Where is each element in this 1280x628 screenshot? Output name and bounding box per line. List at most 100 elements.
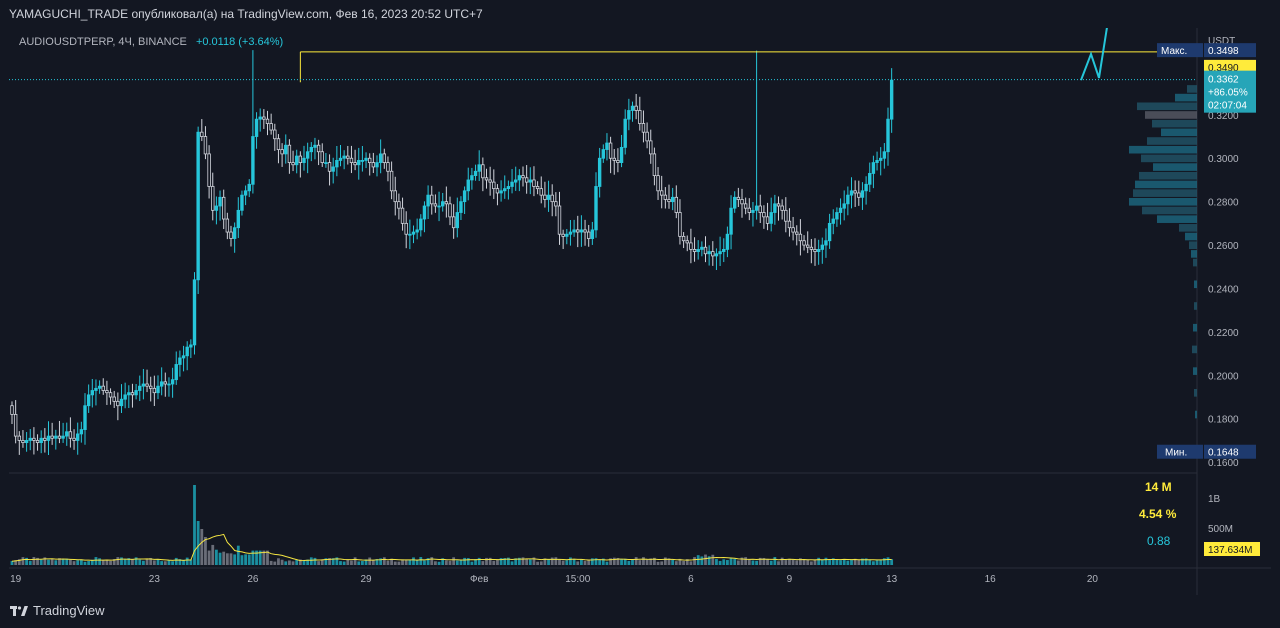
volume-bar [444, 560, 448, 565]
candle-down [645, 131, 649, 142]
candle-up [196, 131, 200, 281]
candle-up [83, 405, 87, 430]
y-tick-label: 0.3200 [1208, 111, 1239, 122]
volume-bar [463, 557, 466, 565]
x-tick-label: 20 [1087, 574, 1099, 585]
candle-down [853, 190, 857, 194]
max-badge-bg [1157, 43, 1203, 58]
volume-bar [328, 558, 331, 565]
volume-bar [839, 560, 842, 565]
volume-bar [809, 561, 813, 565]
candle-up [54, 435, 58, 439]
candle-up [627, 110, 631, 120]
candle-down [576, 229, 580, 233]
candle-up [309, 146, 313, 153]
volume-bar [339, 561, 342, 565]
volume-bar [335, 557, 339, 565]
candle-down [200, 131, 204, 137]
volume-bar [711, 554, 715, 565]
y-tick-label: 0.3000 [1208, 154, 1239, 165]
volume-bar [79, 559, 83, 565]
indicator-value-1: 14 M [1145, 480, 1172, 494]
volume-bar [109, 560, 112, 565]
candle-down [273, 129, 277, 140]
volume-bar [616, 557, 620, 565]
candle-down [298, 155, 303, 163]
candle-down [795, 231, 799, 235]
volume-bar [54, 560, 58, 565]
volume-bar [634, 557, 638, 565]
volume-bar [76, 560, 80, 565]
candle-up [729, 207, 733, 235]
candle-up [159, 381, 164, 387]
min-badge-bg [1157, 444, 1203, 459]
candle-up [192, 279, 197, 346]
volume-bar [134, 557, 138, 565]
footer: TradingView [0, 596, 1280, 628]
candle-down [521, 175, 525, 179]
volume-bar [94, 557, 98, 565]
volume-bar [291, 561, 295, 565]
volume-bar [404, 559, 408, 565]
volume-bar [306, 559, 310, 565]
x-tick-label: 6 [688, 574, 694, 585]
candle-up [459, 201, 463, 213]
volume-bar [251, 550, 255, 565]
candle-up [718, 251, 722, 255]
volume-bar [722, 559, 726, 565]
volume-bar [813, 559, 817, 565]
candle-up [670, 196, 675, 203]
x-tick-label: 15:00 [565, 574, 590, 585]
candle-up [167, 383, 171, 386]
candle-up [408, 233, 412, 236]
candle-down [484, 177, 489, 181]
volume-bar [736, 560, 740, 565]
candle-down [736, 196, 741, 200]
volume-bar [390, 558, 393, 565]
candle-up [528, 179, 532, 183]
y-tick-label: 0.2800 [1208, 198, 1239, 209]
candle-down [269, 123, 273, 131]
volume-bar [828, 559, 831, 565]
volume-bar [554, 557, 558, 565]
volume-bar [47, 559, 50, 565]
candle-up [76, 433, 80, 441]
candle-up [879, 157, 883, 161]
volume-bar [364, 559, 368, 565]
volume-bar [755, 560, 758, 565]
volume-bar [50, 558, 54, 565]
candle-down [532, 179, 536, 187]
candle-up [156, 385, 160, 394]
volume-bar [189, 559, 193, 565]
candlestick-chart[interactable]: USDT 0.1600 0.1800 0.2000 0.2200 0.2400 0.2600… [9, 0, 1271, 595]
volume-profile-bar [1193, 258, 1197, 267]
candle-up [696, 249, 700, 252]
candle-up [868, 173, 872, 185]
volume-bar [850, 559, 853, 565]
candle-up [426, 194, 430, 207]
volume-profile-bar [1192, 345, 1197, 354]
y-tick-label: 0.2600 [1208, 241, 1239, 252]
chart-area[interactable]: USDT 0.1600 0.1800 0.2000 0.2200 0.2400 0.2600… [9, 0, 1271, 595]
indicator-value-3: 0.88 [1147, 534, 1171, 548]
candle-up [597, 157, 602, 187]
volume-bar [459, 559, 463, 565]
candle-down [765, 216, 770, 224]
candle-down [10, 405, 14, 415]
volume-bar [412, 557, 415, 565]
candle-up [79, 429, 84, 435]
candle-up [422, 205, 427, 220]
brand[interactable]: TradingView [10, 603, 105, 618]
volume-bar [229, 553, 233, 565]
volume-bar [795, 560, 799, 565]
candle-up [572, 229, 576, 233]
volume-bar [733, 558, 737, 565]
indicator-value-2: 4.54 % [1139, 507, 1177, 521]
candle-down [148, 385, 153, 389]
candle-down [386, 162, 390, 172]
x-tick-label: Фев [470, 574, 488, 585]
volume-bar [247, 554, 251, 565]
volume-bar [580, 559, 583, 565]
candle-up [65, 431, 69, 437]
candle-up [477, 164, 481, 172]
